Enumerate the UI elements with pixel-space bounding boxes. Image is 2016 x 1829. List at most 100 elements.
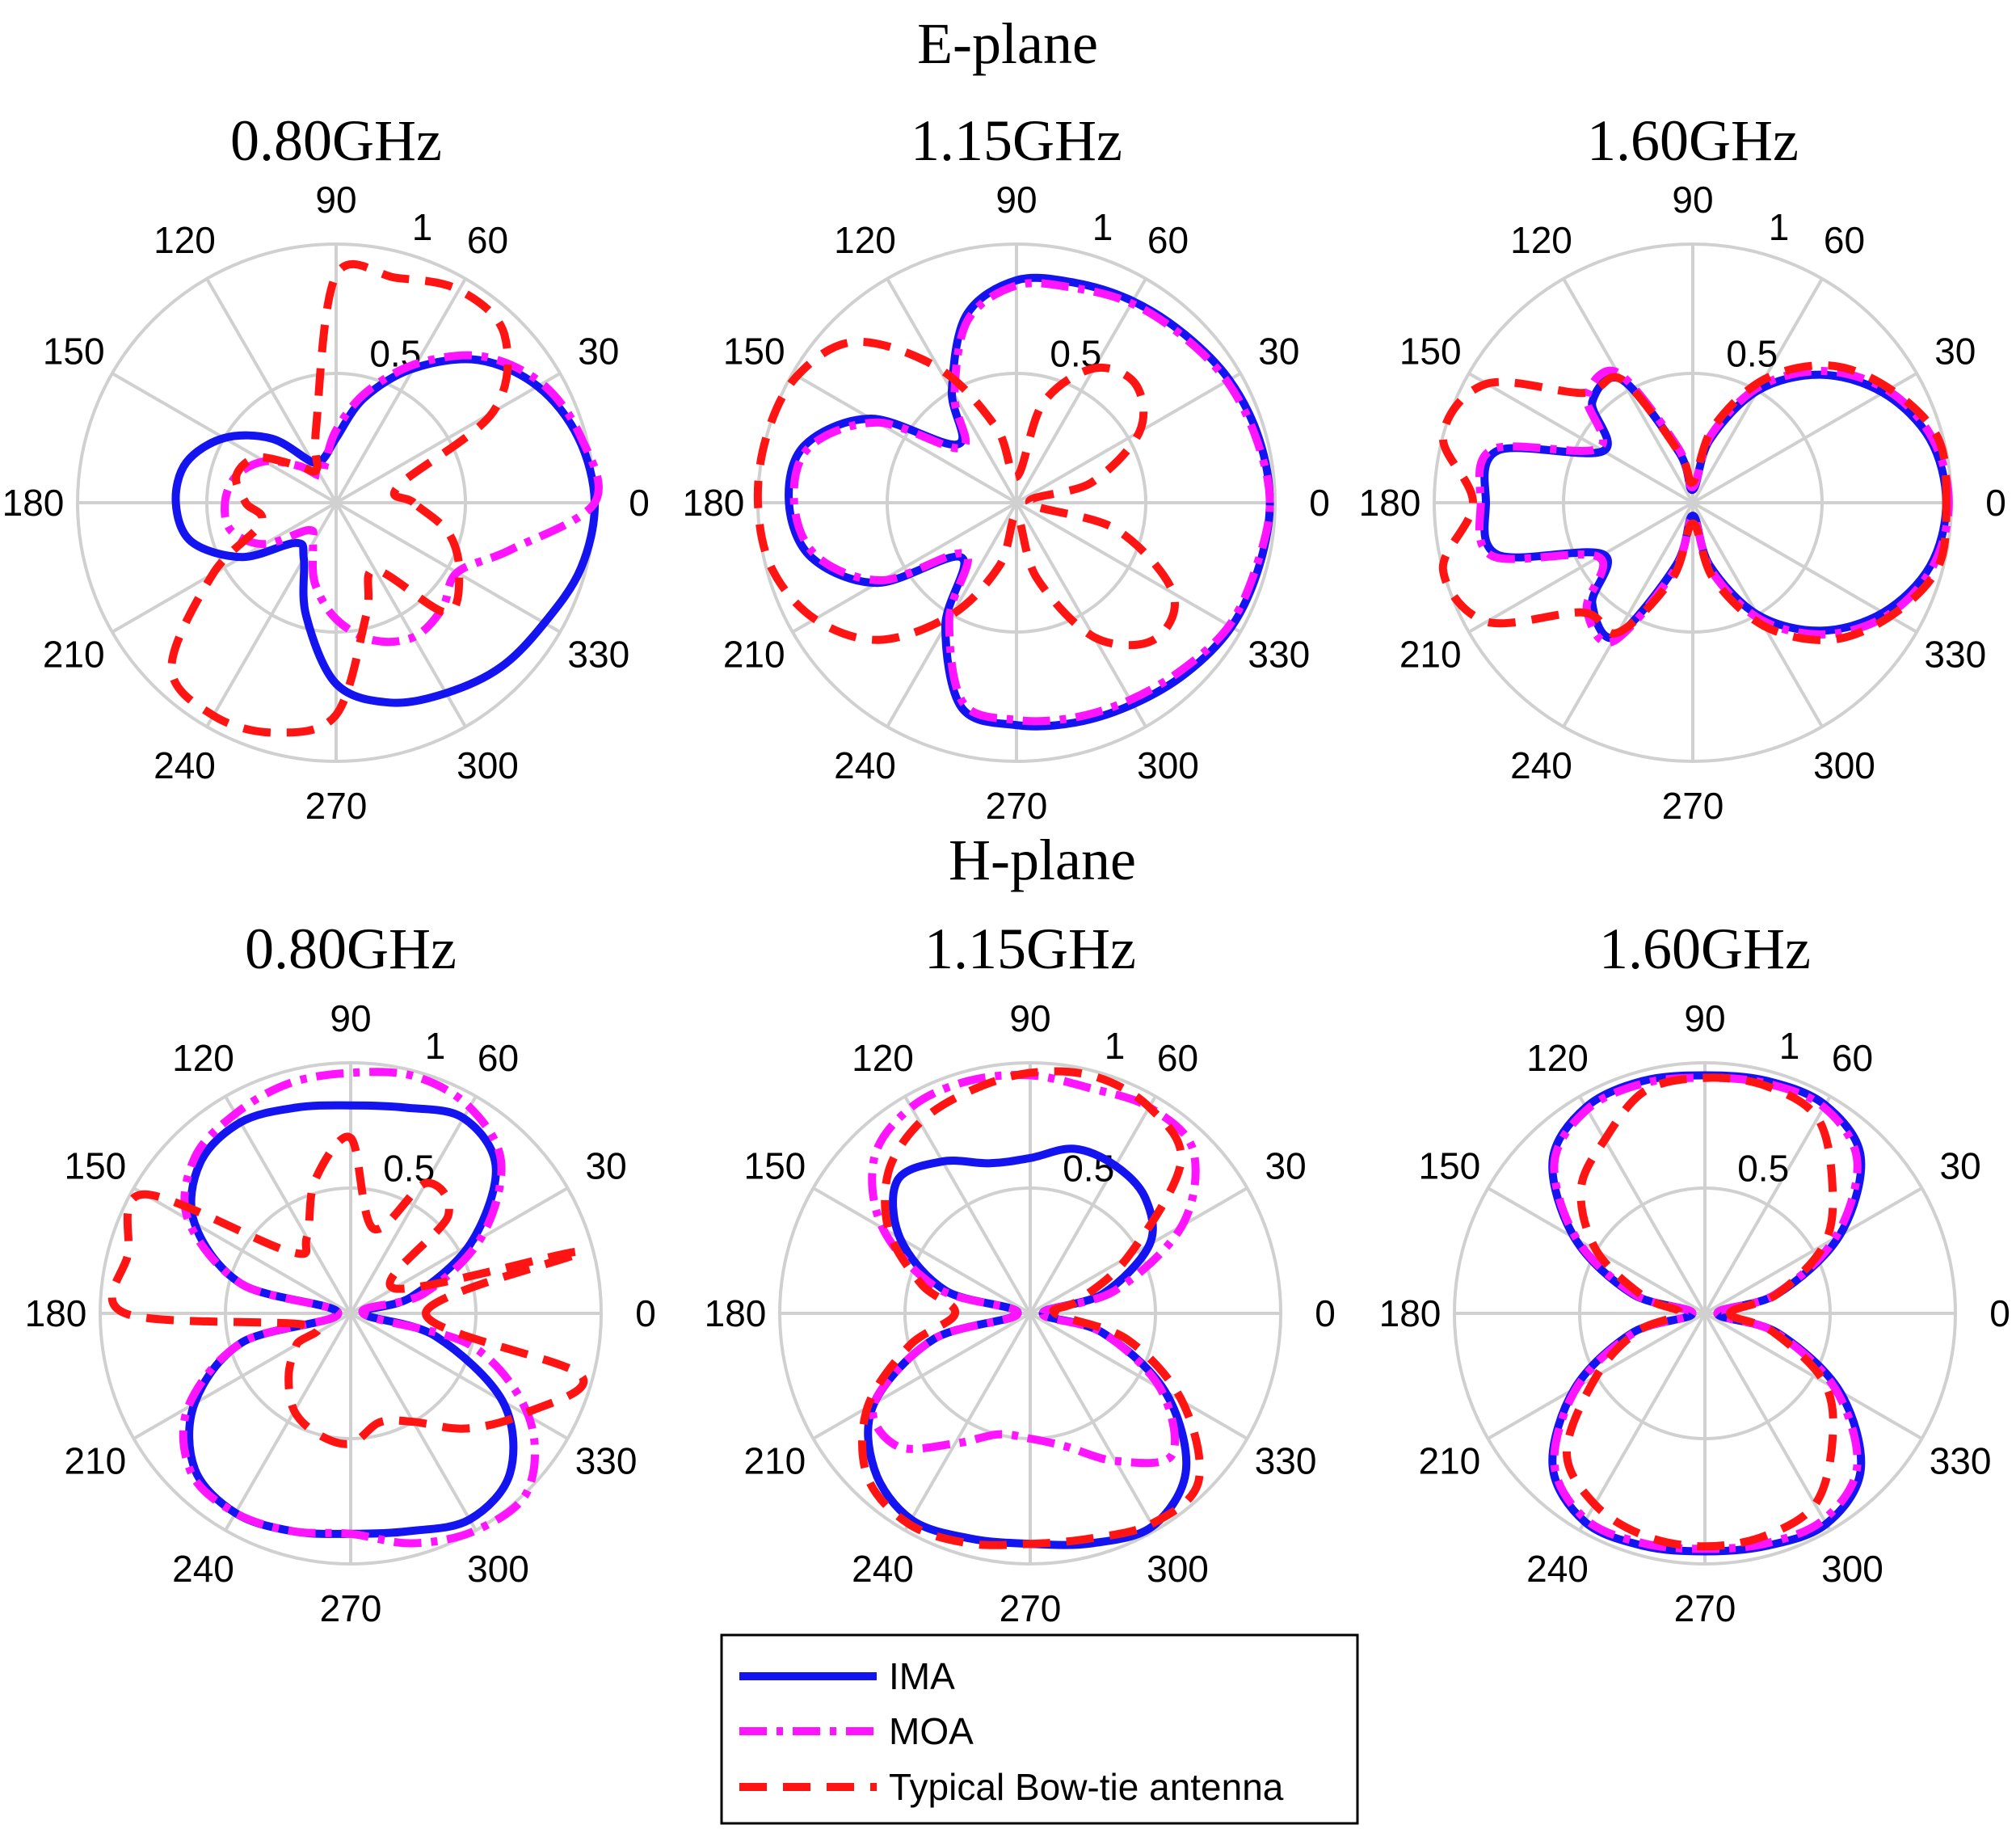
radial-tick-label: 1 [1769, 206, 1790, 248]
series-typical-bow-tie-antenna [1438, 360, 1951, 645]
angle-tick-label: 30 [586, 1145, 627, 1187]
angle-tick-label: 240 [1510, 744, 1572, 786]
grid-spoke [349, 1095, 478, 1314]
series-typical-bow-tie-antenna [858, 1067, 1204, 1549]
angle-tick-label: 180 [1379, 1292, 1442, 1334]
polar-chart-4: 0.80GHz03060901201501802102402703003300.… [25, 917, 656, 1629]
angle-tick-label: 330 [1930, 1440, 1992, 1482]
angle-tick-label: 240 [852, 1548, 914, 1590]
angle-tick-label: 300 [1821, 1548, 1883, 1590]
angle-tick-label: 90 [995, 179, 1037, 221]
angle-tick-label: 120 [1510, 219, 1572, 261]
angle-tick-label: 90 [1672, 179, 1713, 221]
angle-tick-label: 270 [305, 785, 368, 827]
angle-tick-label: 30 [1265, 1145, 1307, 1187]
grid-spoke [1015, 501, 1147, 728]
angle-tick-label: 90 [1684, 997, 1725, 1039]
angle-tick-label: 330 [567, 634, 629, 676]
grid-spoke [1703, 1186, 1923, 1315]
grid-spoke [812, 1186, 1031, 1315]
angle-tick-label: 210 [744, 1440, 806, 1482]
series-typical-bow-tie-antenna [167, 260, 512, 737]
angle-tick-label: 150 [43, 331, 105, 373]
grid-spoke [791, 372, 1018, 504]
series-moa [1550, 1073, 1862, 1553]
angle-tick-label: 60 [467, 219, 508, 261]
legend-box [720, 1633, 1359, 1825]
plot-title: 1.15GHz [911, 108, 1122, 173]
angle-tick-label: 120 [154, 219, 216, 261]
radial-tick-label: 1 [1092, 206, 1113, 248]
grid-spoke [1029, 1313, 1157, 1532]
grid-spoke [1029, 1312, 1248, 1440]
angle-tick-label: 120 [834, 219, 896, 261]
grid-spoke [903, 1095, 1032, 1314]
angle-tick-label: 180 [683, 482, 745, 524]
angle-tick-label: 0 [1989, 1292, 2010, 1334]
grid-spoke [205, 501, 338, 728]
angle-tick-label: 60 [1157, 1037, 1198, 1079]
angle-tick-label: 270 [1662, 785, 1724, 827]
series-typical-bow-tie-antenna [107, 1132, 588, 1448]
angle-tick-label: 180 [1359, 482, 1421, 524]
polar-chart-2: 1.15GHz03060901201501802102402703003300.… [683, 108, 1330, 827]
plot-title: 0.80GHz [230, 108, 442, 173]
angle-tick-label: 180 [2, 482, 65, 524]
angle-tick-label: 240 [172, 1548, 234, 1590]
series-typical-bow-tie-antenna [753, 337, 1179, 650]
series-moa [789, 279, 1274, 726]
angle-tick-label: 180 [705, 1292, 767, 1334]
angle-tick-label: 120 [1526, 1037, 1589, 1079]
radial-tick-label: 1 [412, 206, 433, 248]
angle-tick-label: 0 [1315, 1292, 1336, 1334]
grid-spoke [1467, 372, 1694, 504]
angle-tick-label: 210 [723, 634, 785, 676]
grid-spoke [133, 1186, 351, 1315]
angle-tick-label: 30 [1934, 331, 1976, 373]
angle-tick-label: 330 [1924, 634, 1986, 676]
angle-tick-label: 60 [478, 1037, 519, 1079]
angle-tick-label: 150 [1419, 1145, 1481, 1187]
grid-spoke [812, 1312, 1031, 1440]
angle-tick-label: 300 [457, 744, 519, 786]
grid-spoke [1578, 1095, 1707, 1314]
angle-tick-label: 90 [315, 179, 356, 221]
angle-tick-label: 210 [43, 634, 105, 676]
grid-spoke [1703, 1095, 1832, 1314]
grid-spoke [1703, 1313, 1832, 1532]
series-ima [1480, 370, 1951, 643]
angle-tick-label: 30 [1940, 1145, 1981, 1187]
angle-tick-label: 240 [834, 744, 896, 786]
polar-chart-1: 0.80GHz03060901201501802102402703003300.… [2, 108, 650, 827]
angle-tick-label: 120 [852, 1037, 914, 1079]
series-moa [179, 1068, 540, 1548]
angle-tick-label: 30 [578, 331, 619, 373]
angle-tick-label: 240 [154, 744, 216, 786]
angle-tick-label: 120 [172, 1037, 234, 1079]
angle-tick-label: 330 [1255, 1440, 1317, 1482]
angle-tick-label: 240 [1526, 1548, 1589, 1590]
polar-chart-3: 1.60GHz 0 30 60 90 120 150 180 210 240 270 300 330 0.… [1359, 108, 2006, 827]
grid-spoke [224, 1313, 352, 1532]
grid-spoke [335, 277, 467, 504]
angle-tick-label: 300 [1147, 1548, 1209, 1590]
grid-spoke [1016, 501, 1242, 634]
angle-tick-label: 150 [723, 331, 785, 373]
angle-tick-label: 150 [65, 1145, 127, 1187]
angle-tick-label: 180 [25, 1292, 87, 1334]
angle-tick-label: 0 [629, 482, 650, 524]
plot-title: 1.60GHz [1587, 108, 1799, 173]
angle-tick-label: 90 [1009, 997, 1050, 1039]
grid-spoke [791, 501, 1018, 634]
plot-title: 0.80GHz [245, 917, 457, 981]
angle-tick-label: 150 [744, 1145, 806, 1187]
grid-spoke [224, 1095, 352, 1314]
grid-spoke [1562, 501, 1694, 728]
angle-tick-label: 300 [467, 1548, 529, 1590]
angle-tick-label: 270 [1000, 1587, 1062, 1629]
grid-spoke [1029, 1095, 1157, 1314]
plot-title: 1.60GHz [1599, 917, 1811, 981]
radial-tick-label: 1 [1105, 1025, 1126, 1067]
h-plane-title: H-plane [949, 828, 1136, 892]
